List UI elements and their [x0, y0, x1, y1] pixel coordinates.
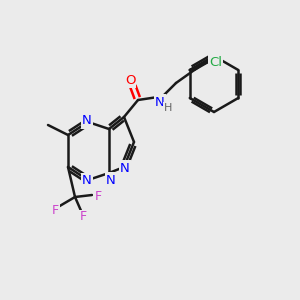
- Text: F: F: [80, 211, 87, 224]
- Text: F: F: [94, 190, 102, 202]
- Text: N: N: [82, 175, 92, 188]
- Text: H: H: [164, 103, 172, 113]
- Text: N: N: [155, 95, 165, 109]
- Text: O: O: [125, 74, 135, 86]
- Text: F: F: [51, 205, 58, 218]
- Text: N: N: [120, 161, 130, 175]
- Text: Cl: Cl: [209, 56, 222, 68]
- Text: N: N: [82, 115, 92, 128]
- Text: N: N: [106, 173, 116, 187]
